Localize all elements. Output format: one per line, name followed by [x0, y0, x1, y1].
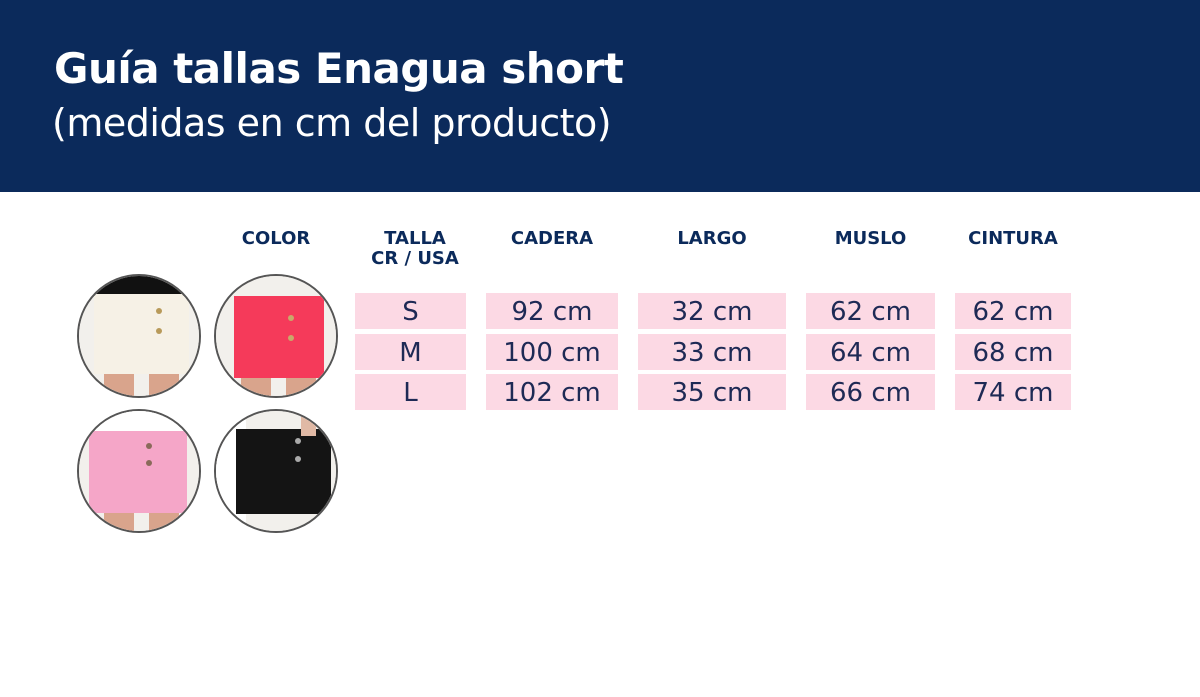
cell-muslo: 66 cm: [806, 374, 935, 410]
header-banner: Guía tallas Enagua short (medidas en cm …: [0, 0, 1200, 192]
cell-largo: 33 cm: [638, 334, 786, 370]
page-subtitle: (medidas en cm del producto): [52, 101, 612, 145]
color-swatch-black: [214, 409, 338, 533]
cintura-header: CINTURA: [968, 228, 1058, 249]
muslo-header: MUSLO: [834, 228, 907, 249]
talla-header-line2: CR / USA: [371, 248, 459, 269]
cell-cintura: 62 cm: [955, 293, 1071, 329]
cell-talla: L: [355, 374, 466, 410]
cell-largo: 32 cm: [638, 293, 786, 329]
color-swatch-coral: [214, 274, 338, 398]
talla-header: TALLA CR / USA: [355, 229, 475, 269]
talla-header-line1: TALLA: [384, 228, 446, 249]
color-swatch-white: [77, 274, 201, 398]
color-header: COLOR: [241, 228, 311, 249]
cell-muslo: 64 cm: [806, 334, 935, 370]
largo-header: LARGO: [677, 228, 747, 249]
cell-talla: S: [355, 293, 466, 329]
cell-cadera: 102 cm: [486, 374, 618, 410]
cell-cadera: 100 cm: [486, 334, 618, 370]
cell-largo: 35 cm: [638, 374, 786, 410]
cell-talla: M: [355, 334, 466, 370]
cell-cadera: 92 cm: [486, 293, 618, 329]
cell-muslo: 62 cm: [806, 293, 935, 329]
page-title: Guía tallas Enagua short: [54, 44, 624, 93]
color-swatch-pink: [77, 409, 201, 533]
cadera-header: CADERA: [510, 228, 594, 249]
cell-cintura: 74 cm: [955, 374, 1071, 410]
cell-cintura: 68 cm: [955, 334, 1071, 370]
